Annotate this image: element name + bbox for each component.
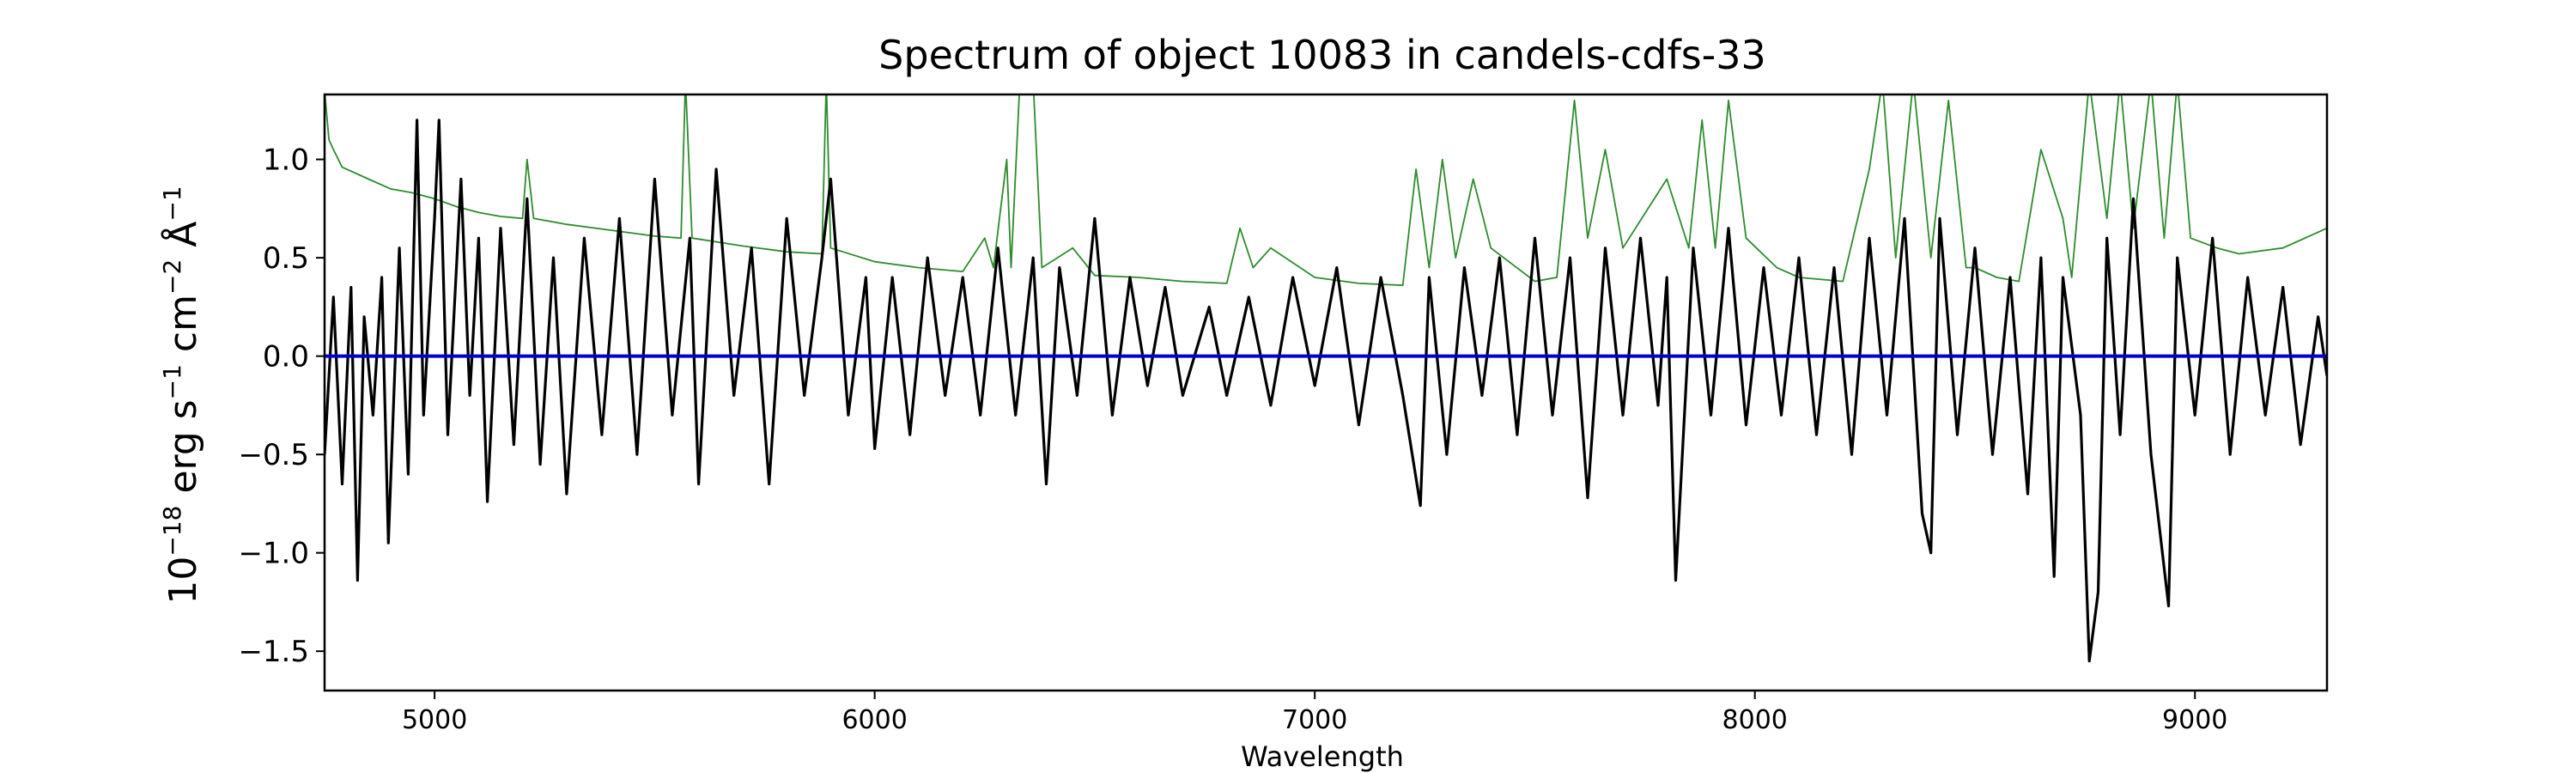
- x-tick-label: 5000: [402, 705, 467, 735]
- ylabel-base: 10: [161, 557, 205, 605]
- ylabel-exp3: −2: [158, 259, 186, 295]
- y-axis-label: 10−18 erg s−1 cm−2 Å−1: [158, 186, 205, 604]
- ylabel-exp4: −1: [158, 186, 186, 221]
- x-tick-label: 7000: [1282, 705, 1347, 735]
- ylabel-text3: Å: [160, 222, 205, 259]
- ylabel-exp2: −1: [158, 364, 186, 399]
- y-tick-label: −0.5: [238, 438, 309, 472]
- series-layer: [325, 94, 2327, 663]
- y-tick-label: −1.5: [238, 635, 309, 669]
- x-axis-ticks: 5000 6000 7000 8000 9000: [402, 691, 2227, 735]
- plot-frame: [323, 93, 2329, 692]
- series-error-line: [325, 94, 2327, 287]
- x-axis-label: Wavelength: [1241, 740, 1404, 773]
- ylabel-text1: erg s: [161, 399, 205, 505]
- y-tick-label: 1.0: [263, 143, 309, 178]
- y-axis-ticks: −1.5 −1.0 −0.5 0.0 0.5 1.0: [238, 143, 325, 669]
- ylabel-text2: cm: [161, 295, 205, 364]
- x-tick-label: 9000: [2162, 705, 2227, 735]
- y-tick-label: 0.0: [263, 340, 309, 374]
- chart-title: Spectrum of object 10083 in candels-cdfs…: [878, 32, 1766, 78]
- ylabel-exp1: −18: [158, 506, 186, 557]
- x-tick-label: 6000: [841, 705, 907, 735]
- series-flux-line: [325, 119, 2327, 663]
- x-tick-label: 8000: [1722, 705, 1788, 735]
- y-tick-label: 0.5: [263, 241, 309, 276]
- y-tick-label: −1.0: [238, 537, 309, 571]
